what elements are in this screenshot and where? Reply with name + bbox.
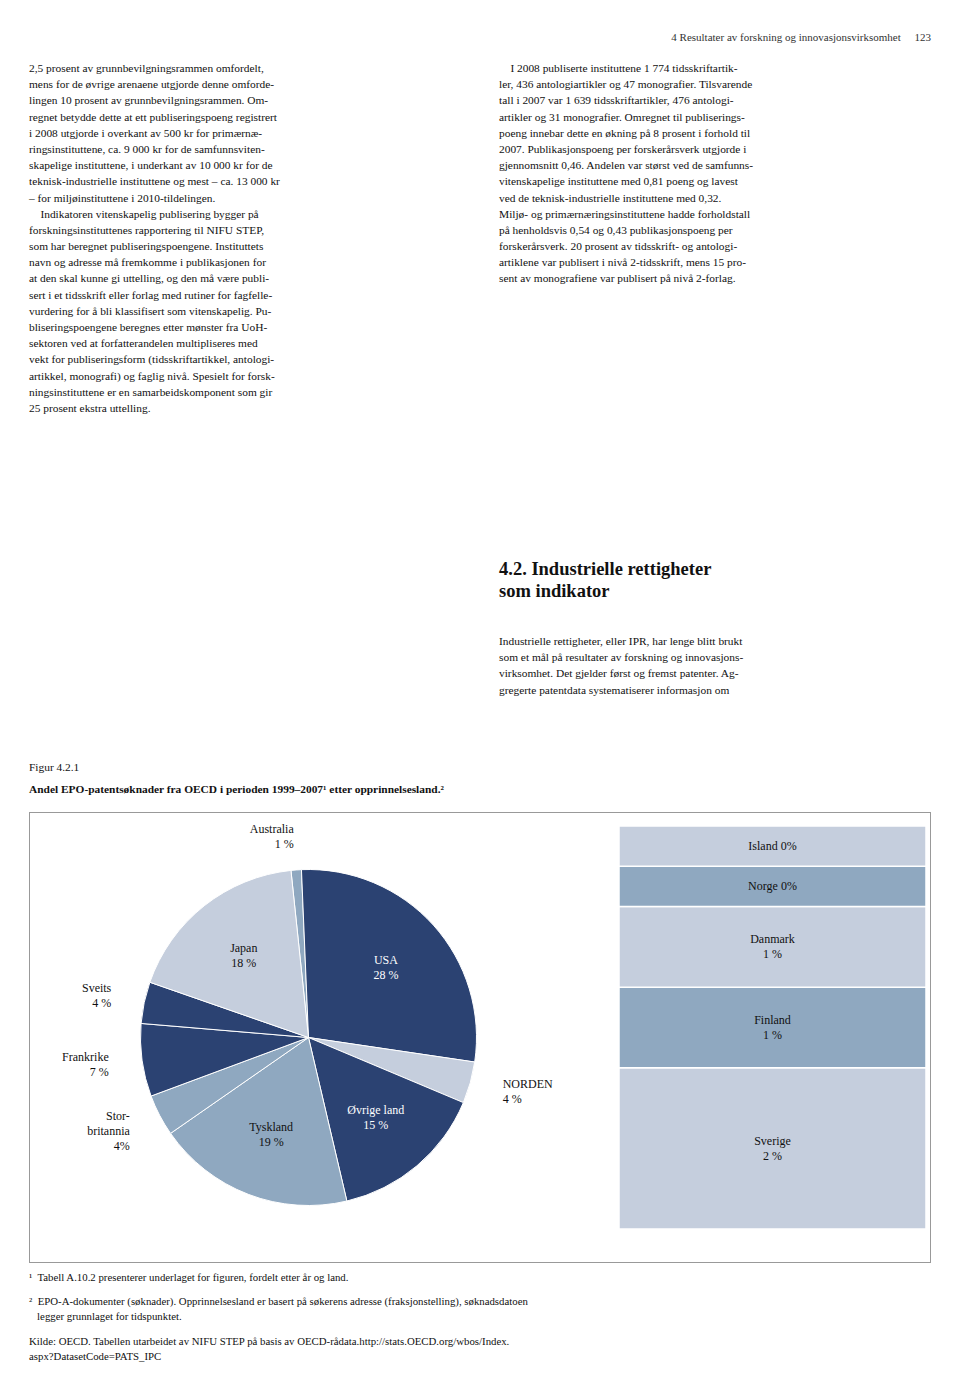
svg-text:Stor-britannia4%: Stor-britannia4%	[87, 1109, 130, 1153]
svg-text:Japan18 %: Japan18 %	[230, 941, 257, 970]
svg-text:Øvrige land15 %: Øvrige land15 %	[347, 1103, 404, 1132]
html-text:4.2. Industrielle rettigheter: 4.2. Industrielle rettigheter som indika…	[499, 559, 712, 602]
svg-text:Norge 0%: Norge 0%	[748, 879, 797, 893]
html-text:Kilde: OECD. Tabellen utarbeid: Kilde: OECD. Tabellen utarbeidet av NIFU…	[29, 1335, 510, 1363]
html-text:2,5 prosent av grunnbevilgning: 2,5 prosent av grunnbevilgningsrammen om…	[29, 62, 280, 414]
svg-text:Sveits4 %: Sveits4 %	[82, 981, 112, 1010]
html-text:Industrielle rettigheter, elle: Industrielle rettigheter, eller IPR, har…	[499, 635, 744, 696]
svg-text:Finland1 %: Finland1 %	[754, 1013, 791, 1042]
svg-text:Danmark1 %: Danmark1 %	[750, 932, 795, 961]
html-text:Figur 4.2.1: Figur 4.2.1	[29, 761, 80, 773]
svg-text:Frankrike7 %: Frankrike7 %	[62, 1050, 109, 1079]
html-text:² EPO-A-dokumenter (søknader).: ² EPO-A-dokumenter (søknader). Opprinnel…	[29, 1295, 528, 1323]
svg-text:Australia1 %: Australia1 %	[250, 822, 295, 851]
svg-text:USA28 %: USA28 %	[373, 953, 398, 982]
svg-text:Island 0%: Island 0%	[748, 839, 796, 853]
html-text:4 Resultater av forskning og i: 4 Resultater av forskning og innovasjons…	[671, 31, 931, 43]
svg-text:Tyskland19 %: Tyskland19 %	[249, 1120, 293, 1149]
svg-text:Sverige2 %: Sverige2 %	[754, 1134, 791, 1163]
html-text:Andel EPO-patentsøknader fra O: Andel EPO-patentsøknader fra OECD i peri…	[29, 783, 444, 795]
html-text:I 2008 publiserte instituttene: I 2008 publiserte instituttene 1 774 tid…	[499, 62, 753, 285]
html-text:¹ Tabell A.10.2 presenterer un: ¹ Tabell A.10.2 presenterer underlaget f…	[29, 1271, 349, 1283]
svg-text:NORDEN4 %: NORDEN4 %	[503, 1077, 553, 1106]
